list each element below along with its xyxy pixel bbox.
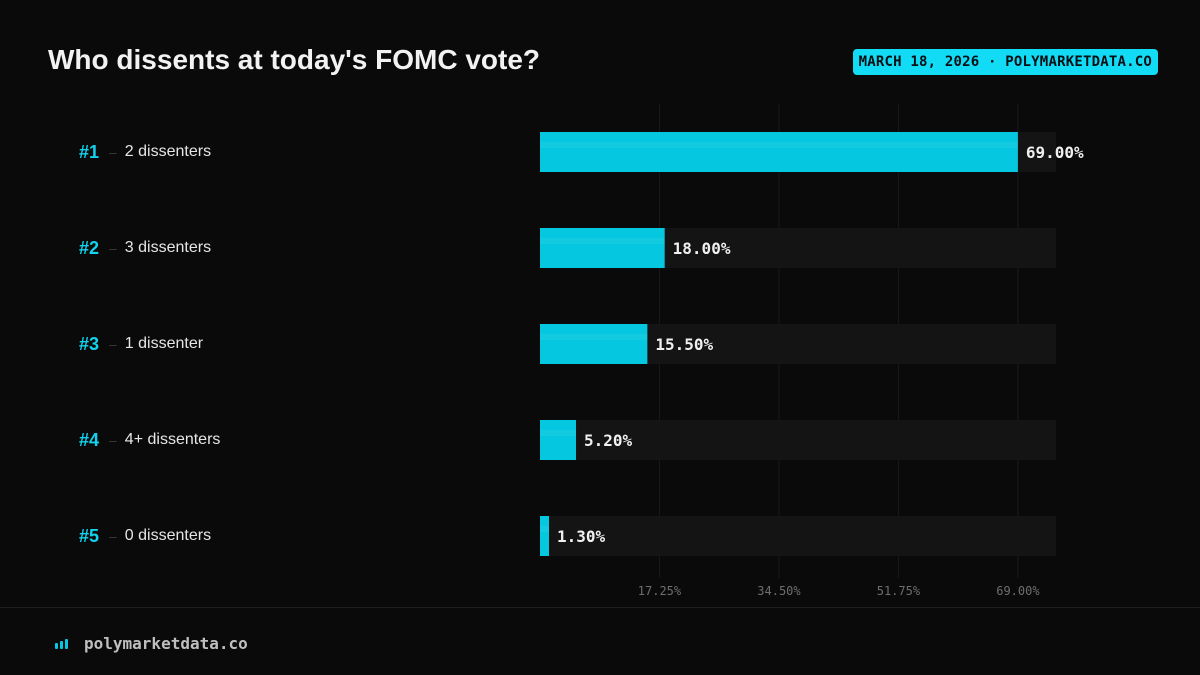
chart-title: Who dissents at today's FOMC vote?	[48, 44, 541, 75]
bar	[540, 516, 550, 556]
bar-chart-icon	[54, 636, 70, 652]
x-tick-label: 17.25%	[638, 584, 682, 598]
data-label: 1.30%	[557, 527, 606, 546]
rank-label: #2	[79, 237, 100, 258]
category-label: 3 dissenters	[124, 239, 212, 256]
separator: –	[109, 336, 117, 352]
bar-highlight	[540, 526, 550, 532]
bar-highlight	[540, 430, 577, 436]
data-label: 18.00%	[673, 239, 731, 258]
date-source-badge: MARCH 18, 2026 · POLYMARKETDATA.CO	[852, 49, 1158, 75]
bar	[540, 324, 648, 364]
category-row-label: #5–0 dissenters	[79, 516, 211, 556]
category-label: 0 dissenters	[124, 527, 212, 544]
bar-track	[540, 420, 1056, 460]
separator: –	[109, 240, 117, 256]
bar	[540, 420, 577, 460]
category-row-label: #2–3 dissenters	[79, 228, 211, 268]
category-row-label: #4–4+ dissenters	[79, 420, 220, 460]
rank-label: #5	[79, 525, 100, 546]
bar-highlight	[540, 238, 665, 244]
category-row-label: #1–2 dissenters	[79, 132, 211, 172]
category-label: 1 dissenter	[124, 335, 204, 352]
separator: –	[109, 528, 117, 544]
footer-divider	[0, 607, 1200, 608]
footer-site: polymarketdata.co	[84, 634, 248, 653]
separator: –	[109, 144, 117, 160]
rank-label: #4	[79, 429, 100, 450]
category-label: 4+ dissenters	[124, 431, 221, 448]
bar-track	[540, 516, 1056, 556]
rank-label: #3	[79, 333, 100, 354]
data-label: 5.20%	[584, 431, 633, 450]
x-tick-label: 51.75%	[877, 584, 921, 598]
data-label: 69.00%	[1026, 143, 1084, 162]
category-label: 2 dissenters	[124, 143, 212, 160]
bar-highlight	[540, 142, 1018, 148]
bar	[540, 132, 1018, 172]
footer: polymarketdata.co	[54, 634, 248, 653]
bar-highlight	[540, 334, 648, 340]
category-row-label: #3–1 dissenter	[79, 324, 203, 364]
separator: –	[109, 432, 117, 448]
x-tick-label: 69.00%	[996, 584, 1040, 598]
bar	[540, 228, 665, 268]
rank-label: #1	[79, 141, 100, 162]
x-tick-label: 34.50%	[757, 584, 801, 598]
data-label: 15.50%	[655, 335, 713, 354]
